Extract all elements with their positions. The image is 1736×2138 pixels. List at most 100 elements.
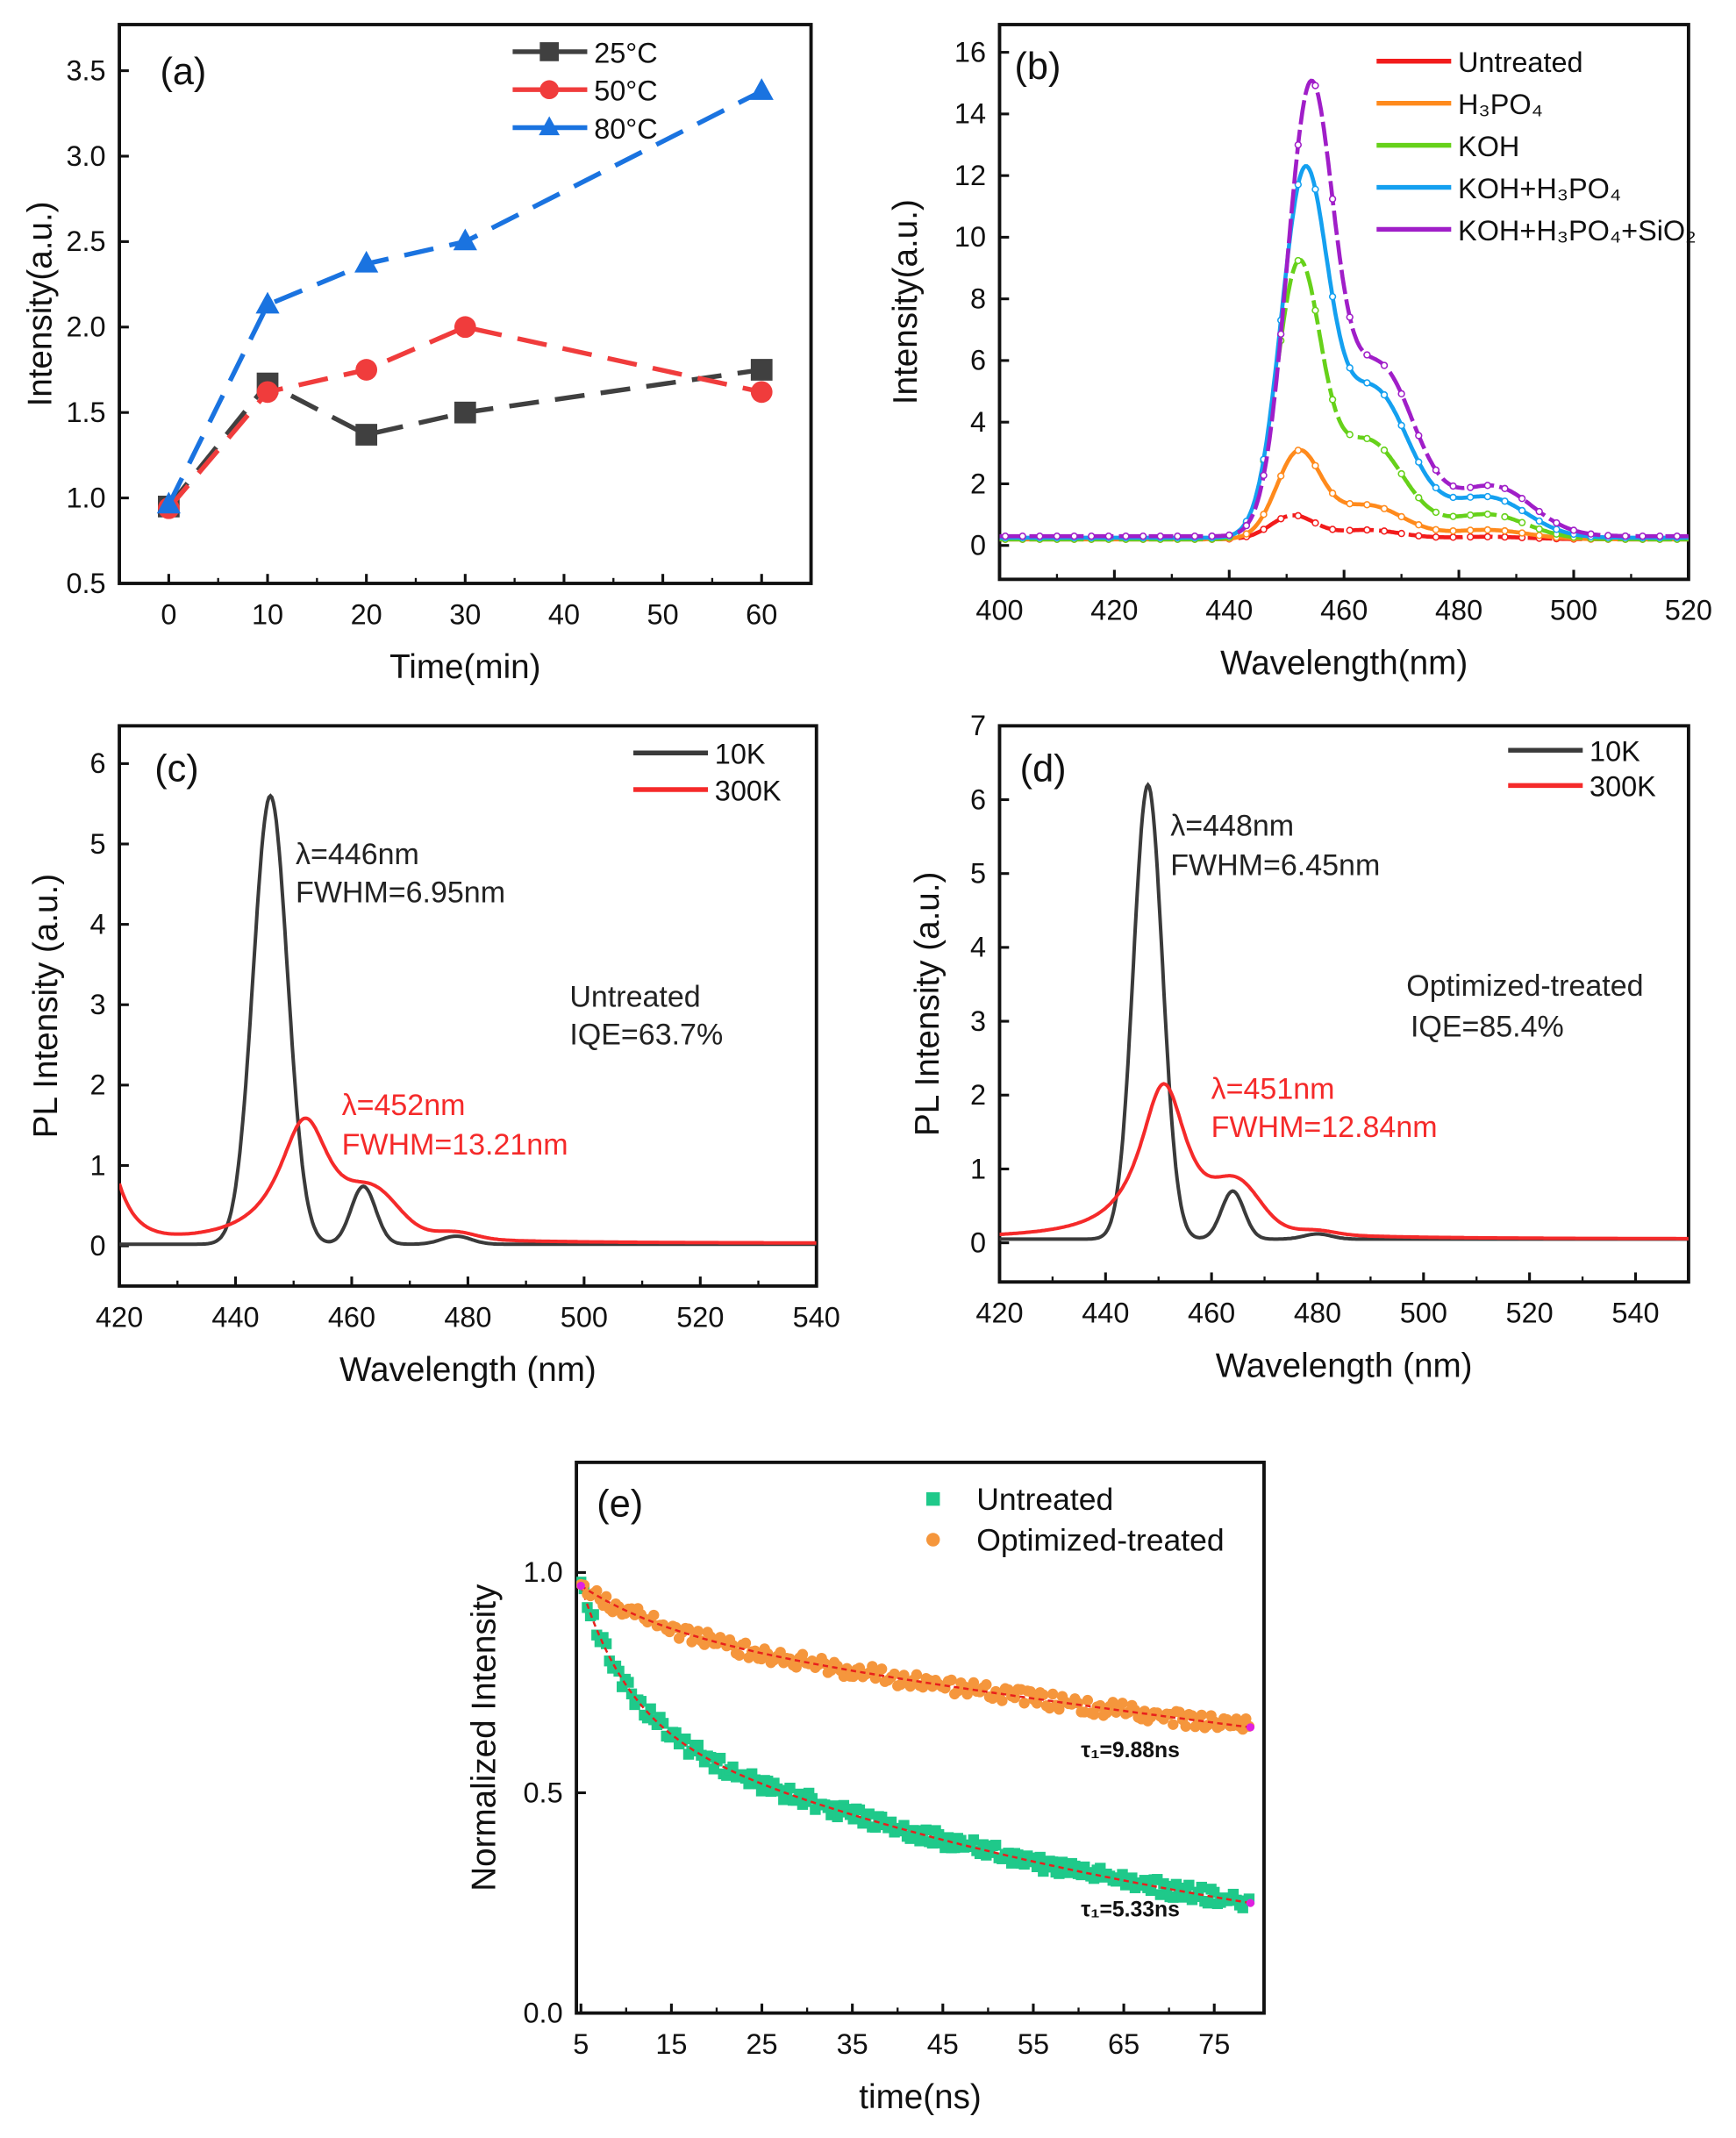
data-point xyxy=(1397,421,1405,430)
data-point xyxy=(1466,526,1475,534)
data-point xyxy=(926,1837,939,1849)
data-point xyxy=(1501,512,1509,521)
data-point xyxy=(1432,526,1440,533)
series-line xyxy=(119,1116,817,1245)
y-tick-label: 12 xyxy=(954,160,986,191)
data-point xyxy=(869,1821,882,1833)
series-line xyxy=(999,1082,1689,1241)
x-tick-label: 5 xyxy=(573,2028,589,2060)
legend-label: H₃PO₄ xyxy=(1458,89,1543,120)
x-axis-label: Time(min) xyxy=(389,648,540,686)
y-axis-label: Intensity(a.u.) xyxy=(22,201,60,406)
annotation: Untreated xyxy=(569,980,700,1013)
y-tick-label: 2.5 xyxy=(66,225,105,257)
data-point xyxy=(1449,533,1457,541)
data-point xyxy=(1466,511,1475,519)
data-point xyxy=(1328,293,1337,301)
series-line xyxy=(999,447,1689,542)
data-point xyxy=(1174,533,1182,540)
data-point xyxy=(1415,432,1423,440)
series-300K xyxy=(999,1082,1689,1241)
x-axis-label: Wavelength (nm) xyxy=(1216,1347,1473,1384)
data-point xyxy=(1449,482,1457,490)
data-point xyxy=(1621,532,1630,540)
plot-area xyxy=(999,782,1689,1241)
data-point xyxy=(1031,1698,1043,1709)
legend-label: 10K xyxy=(715,739,766,770)
data-point xyxy=(1363,434,1371,443)
x-tick-label: 420 xyxy=(1090,595,1138,626)
data-point xyxy=(454,401,476,424)
x-tick-label: 520 xyxy=(676,1301,724,1333)
data-point xyxy=(778,1794,789,1806)
data-point xyxy=(1088,533,1096,540)
data-point xyxy=(453,228,477,251)
y-tick-label: 3 xyxy=(970,1005,986,1037)
data-point xyxy=(797,1648,809,1660)
data-point xyxy=(1535,517,1543,526)
data-point xyxy=(648,1609,660,1621)
data-point xyxy=(946,1674,957,1686)
data-point xyxy=(1145,1884,1157,1897)
data-point xyxy=(1294,140,1302,149)
data-point xyxy=(1277,472,1285,480)
data-point xyxy=(1311,185,1319,193)
legend-label: KOH xyxy=(1458,131,1519,162)
y-tick-label: 4 xyxy=(970,406,986,438)
data-point xyxy=(1380,504,1389,512)
y-tick-label: 6 xyxy=(970,345,986,376)
fit-label: τ₁=9.88ns xyxy=(1081,1739,1180,1763)
data-point xyxy=(1535,507,1543,516)
legend-item: KOH xyxy=(1376,131,1519,162)
legend-item: KOH+H₃PO₄ xyxy=(1376,173,1621,204)
data-point xyxy=(1346,431,1354,439)
y-tick-label: 10 xyxy=(954,221,986,253)
data-point xyxy=(989,1840,1002,1851)
data-point xyxy=(1415,521,1423,529)
annotation: λ=451nm xyxy=(1211,1073,1335,1106)
data-point xyxy=(1483,482,1491,490)
data-point xyxy=(1449,493,1457,502)
data-point xyxy=(876,1663,888,1675)
x-tick-label: 480 xyxy=(1435,595,1482,626)
data-point xyxy=(1196,1881,1207,1893)
data-point xyxy=(1449,512,1457,520)
data-point xyxy=(1294,511,1302,520)
data-point xyxy=(749,78,774,100)
data-point xyxy=(1001,533,1010,540)
data-point xyxy=(1673,533,1681,540)
x-tick-label: 480 xyxy=(1294,1298,1341,1329)
legend-item: 300K xyxy=(1508,771,1656,803)
data-point xyxy=(1277,515,1285,523)
data-point xyxy=(1082,1694,1094,1706)
panel-label: (d) xyxy=(1020,748,1067,790)
data-point xyxy=(898,1820,910,1831)
series-line xyxy=(166,89,763,506)
data-point xyxy=(1432,466,1440,474)
data-point xyxy=(1432,483,1440,492)
chart-panel-a: 0 10 20 30 40 50 60 0.5 1.0 1.5 2.0 2.5 3.0 3.5 Time(m… xyxy=(22,23,813,686)
fit-range-marker xyxy=(1246,1723,1255,1732)
data-point xyxy=(1156,533,1164,540)
legend-label: Optimized-treated xyxy=(976,1522,1225,1557)
data-point xyxy=(920,1824,932,1836)
x-tick-label: 440 xyxy=(211,1301,259,1333)
data-point xyxy=(1036,533,1044,540)
data-point xyxy=(256,381,279,404)
x-tick-label: 480 xyxy=(444,1301,491,1333)
data-point xyxy=(1225,531,1233,540)
y-tick-label: 1.0 xyxy=(524,1556,563,1588)
plot-frame xyxy=(997,724,1690,1284)
x-tick-label: 75 xyxy=(1198,2028,1230,2060)
data-point xyxy=(942,1832,954,1843)
data-point xyxy=(1346,313,1354,321)
plot-frame xyxy=(118,724,818,1288)
annotation: IQE=63.7% xyxy=(569,1019,723,1052)
data-point xyxy=(1380,390,1389,399)
y-tick-label: 14 xyxy=(954,98,986,130)
data-point xyxy=(1466,483,1475,491)
y-tick-label: 3.0 xyxy=(66,140,105,172)
x-tick-label: 60 xyxy=(746,598,777,630)
y-tick-label: 1 xyxy=(90,1149,106,1181)
data-point xyxy=(1242,521,1251,530)
